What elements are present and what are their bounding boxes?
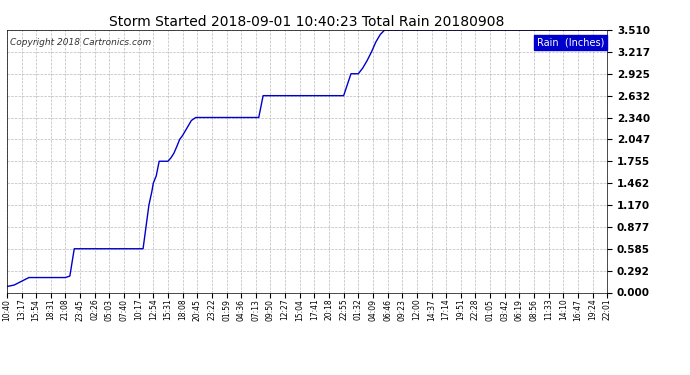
Text: Rain  (Inches): Rain (Inches) [537, 38, 604, 48]
Text: Copyright 2018 Cartronics.com: Copyright 2018 Cartronics.com [10, 38, 151, 47]
Title: Storm Started 2018-09-01 10:40:23 Total Rain 20180908: Storm Started 2018-09-01 10:40:23 Total … [109, 15, 505, 29]
